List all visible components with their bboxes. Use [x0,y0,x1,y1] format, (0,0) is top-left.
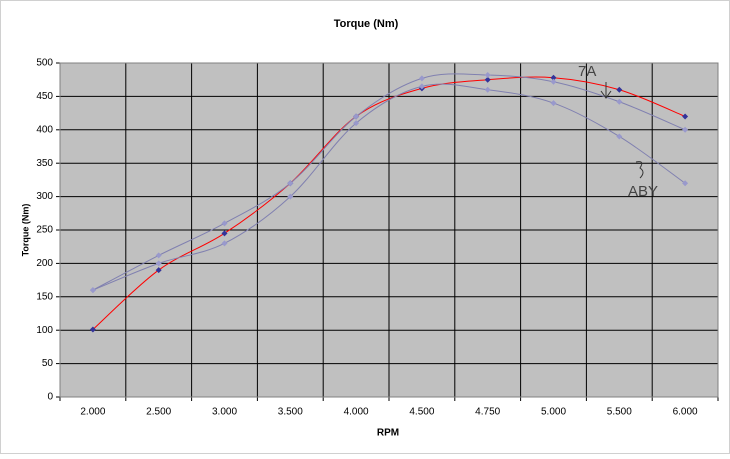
marker [418,83,425,90]
x-tick-label: 3.000 [212,407,237,418]
x-tick-label: 2.500 [146,407,171,418]
x-tick-label: 4.500 [409,407,434,418]
plot-border [59,62,719,398]
y-tick-label: 500 [36,58,53,69]
marker [616,98,623,105]
y-tick-label: 0 [47,392,53,403]
series-line [92,83,686,291]
marker [484,72,491,79]
marker [353,113,360,120]
chart-title: Torque (Nm) [334,18,399,30]
x-tick-label: 3.500 [278,407,303,418]
x-tick-label: 6.000 [673,407,698,418]
y-tick-label: 200 [36,258,53,269]
marker [550,74,557,81]
marker [89,287,96,294]
y-tick-label: 450 [36,91,53,102]
marker [221,240,228,247]
annotation: ABY [628,183,658,200]
y-tick-label: 350 [36,158,53,169]
plot-area: 0 50 100 150 200 250 300 350 400 450 500 2.000 2.500… [36,58,719,418]
marker [682,126,689,133]
marker [155,252,162,259]
y-tick-label: 150 [36,291,53,302]
annotation-brace [635,161,644,179]
marker [287,180,294,187]
marker [550,78,557,85]
y-tick-label: 50 [42,358,54,369]
marker [484,76,491,83]
marker [682,180,689,187]
marker [155,260,162,267]
series-line [92,73,686,291]
y-tick-label: 100 [36,325,53,336]
series-line [92,76,686,330]
marker [155,267,162,274]
x-tick-label: 4.000 [344,407,369,418]
marker [221,230,228,237]
marker [616,133,623,140]
x-tick-label: 5.000 [541,407,566,418]
marker [550,100,557,107]
y-tick-label: 400 [36,124,53,135]
marker [418,75,425,82]
annotation: 7A [578,63,596,80]
x-tick-label: 4.750 [475,407,500,418]
marker [616,86,623,93]
y-axis-label: Torque (Nm) [20,204,30,257]
y-tick-label: 250 [36,225,53,236]
marker [221,220,228,227]
marker [484,86,491,93]
marker [89,326,96,333]
x-tick-label: 2.000 [80,407,105,418]
x-axis-label: RPM [377,428,399,439]
marker [287,193,294,200]
x-tick-label: 5.500 [607,407,632,418]
y-tick-label: 300 [36,191,53,202]
marker [353,120,360,127]
marker [682,113,689,120]
annotation-arrow [600,82,612,99]
